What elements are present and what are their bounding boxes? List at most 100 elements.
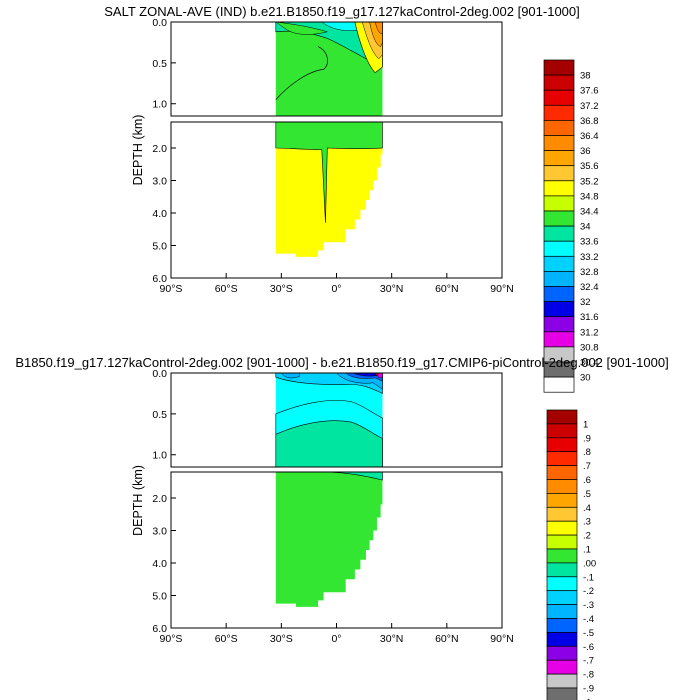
- colorbar-box: [543, 271, 575, 287]
- colorbar-box: [543, 240, 575, 257]
- colorbar-label: .3: [583, 517, 591, 528]
- chart-panel-2: B1850.f19_g17.127kaControl-2deg.002 [901…: [15, 355, 669, 700]
- colorbar-label: 32: [580, 297, 591, 308]
- colorbar-label: 34: [580, 222, 591, 233]
- colorbar-label: -.6: [583, 642, 594, 653]
- colorbar-box: [543, 74, 575, 91]
- colorbar-box: [543, 104, 575, 121]
- colorbar-box: [543, 180, 575, 197]
- x-tick-label: 60°S: [215, 633, 238, 645]
- x-tick-label: 90°S: [160, 633, 183, 645]
- lower-field: [275, 122, 383, 257]
- colorbar-box: [543, 301, 575, 318]
- colorbar: 38 37.6 37.2 36.8 36.4 36 35.6 35.2 34.8 34.4 34 33…: [543, 59, 599, 393]
- colorbar-label: 30: [580, 373, 591, 384]
- y-axis-label: DEPTH (km): [131, 465, 145, 536]
- field-main: [275, 122, 383, 257]
- y-tick-label: 0.0: [152, 368, 167, 380]
- colorbar-box: [543, 165, 575, 182]
- colorbar-box: [543, 89, 575, 106]
- colorbar-label: 37.6: [580, 86, 599, 97]
- x-tick-label: 30°S: [270, 283, 293, 295]
- colorbar-label: 34.8: [580, 191, 599, 202]
- y-tick-label: 5.0: [152, 241, 167, 253]
- colorbar-label: -.8: [583, 670, 594, 681]
- colorbar-box: [546, 548, 578, 564]
- colorbar-label: .6: [583, 475, 591, 486]
- field-layer: [275, 420, 383, 467]
- colorbar-box: [546, 506, 578, 522]
- y-tick-label: 0.0: [152, 17, 167, 29]
- colorbar-label: 32.8: [580, 267, 599, 278]
- colorbar-box: [543, 225, 575, 242]
- field-layer: [374, 22, 383, 34]
- colorbar-label: -.2: [583, 586, 594, 597]
- upper-field: [275, 22, 383, 116]
- y-tick-label: 2.0: [152, 143, 167, 155]
- colorbar-label: 35.6: [580, 161, 599, 172]
- x-tick-label: 90°N: [490, 283, 513, 295]
- lower-field: [275, 472, 383, 607]
- colorbar-box: [546, 409, 578, 425]
- colorbar-label: .9: [583, 433, 591, 444]
- colorbar-box: [546, 618, 578, 633]
- colorbar-box: [543, 59, 575, 76]
- field-layer: [275, 122, 383, 223]
- colorbar-label: -.7: [583, 656, 594, 667]
- colorbar-box: [546, 493, 578, 508]
- colorbar-label: 31.6: [580, 312, 599, 323]
- colorbar-box: [543, 255, 575, 272]
- colorbar-label: 33.6: [580, 237, 599, 248]
- colorbar-label: 33.2: [580, 252, 599, 263]
- x-tick-label: 60°N: [435, 283, 458, 295]
- x-tick-label: 30°N: [380, 283, 403, 295]
- chart-panel-1: SALT ZONAL-AVE (IND) b.e21.B1850.f19_g17…: [104, 4, 599, 393]
- colorbar-label: 35.2: [580, 176, 599, 187]
- colorbar-label: .7: [583, 461, 591, 472]
- colorbar-box: [546, 673, 578, 689]
- y-tick-label: 4.0: [152, 558, 167, 570]
- field-layer: [281, 373, 300, 379]
- colorbar-label: 34.4: [580, 207, 599, 218]
- colorbar-label: 30.8: [580, 342, 599, 353]
- colorbar-box: [543, 286, 575, 302]
- colorbar-box: [546, 562, 578, 578]
- colorbar-label: .5: [583, 489, 591, 500]
- y-tick-label: 3.0: [152, 526, 167, 538]
- y-tick-label: 1.0: [152, 450, 167, 462]
- colorbar-label: 36: [580, 146, 591, 157]
- y-tick-label: 6.0: [152, 623, 167, 635]
- colorbar-label: -.3: [583, 600, 594, 611]
- colorbar-box: [546, 451, 578, 466]
- colorbar-box: [543, 316, 575, 333]
- colorbar-box: [546, 659, 578, 675]
- colorbar-label: 38: [580, 71, 591, 82]
- field-main: [275, 472, 383, 607]
- colorbar-label: -.5: [583, 628, 594, 639]
- colorbar-label: -.9: [583, 684, 594, 695]
- field-layer: [374, 373, 380, 377]
- colorbar-box: [546, 687, 578, 700]
- y-tick-label: 5.0: [152, 591, 167, 603]
- colorbar-label: -.1: [583, 572, 594, 583]
- y-tick-label: 4.0: [152, 208, 167, 220]
- x-tick-label: 30°S: [270, 633, 293, 645]
- y-axis-label: DEPTH (km): [131, 115, 145, 186]
- x-tick-label: 60°S: [215, 283, 238, 295]
- upper-panel-frame: [170, 21, 503, 117]
- colorbar-box: [546, 590, 578, 605]
- y-tick-label: 6.0: [152, 273, 167, 285]
- colorbar-label: .00: [583, 558, 596, 569]
- x-tick-label: 0°: [331, 283, 341, 295]
- colorbar-label: 32.4: [580, 282, 599, 293]
- colorbar-box: [546, 465, 578, 480]
- x-tick-label: 0°: [331, 633, 341, 645]
- colorbar-box: [546, 576, 578, 592]
- colorbar-box: [546, 520, 578, 536]
- colorbar-box: [543, 331, 575, 348]
- x-tick-label: 90°N: [490, 633, 513, 645]
- colorbar-box: [546, 479, 578, 494]
- upper-panel-frame: [170, 372, 503, 468]
- colorbar-box: [543, 150, 575, 167]
